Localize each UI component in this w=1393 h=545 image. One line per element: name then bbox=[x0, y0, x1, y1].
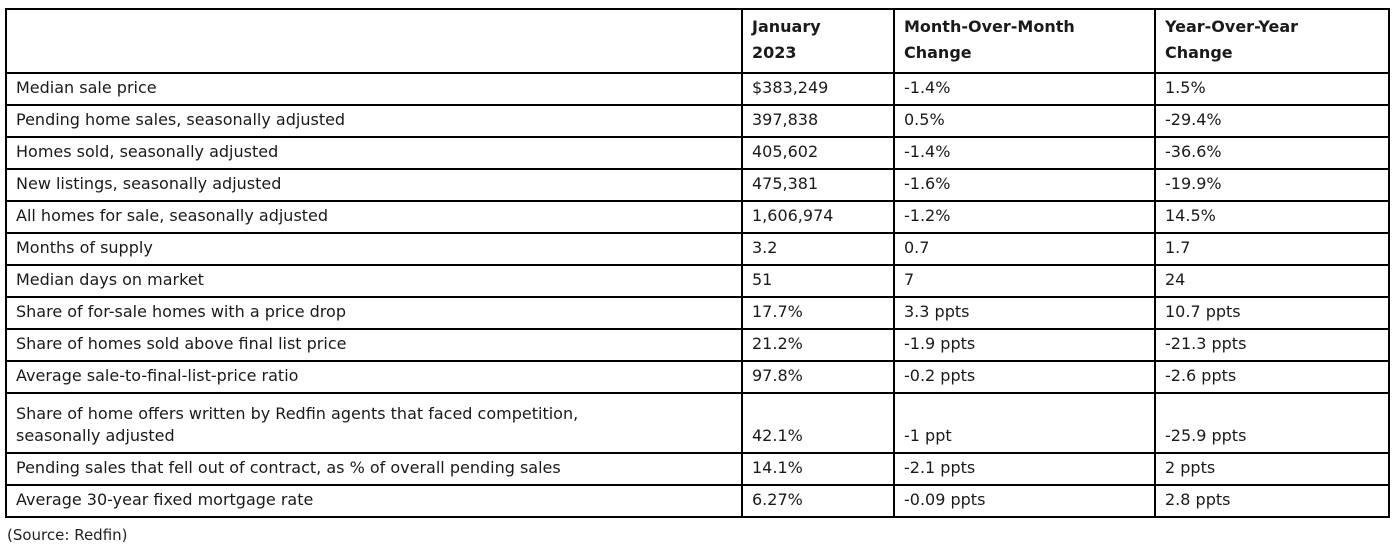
metric-value-yoy-change: 10.7 ppts bbox=[1154, 296, 1390, 330]
metric-value-mom-change: -1 ppt bbox=[893, 392, 1156, 454]
metric-value-january: 97.8% bbox=[741, 360, 895, 394]
table-row-sale-to-list-ratio: Average sale-to-final-list-price ratio 9… bbox=[5, 360, 1390, 394]
metric-value-mom-change: 0.5% bbox=[893, 104, 1156, 138]
metric-value-mom-change: -1.6% bbox=[893, 168, 1156, 202]
source-attribution: (Source: Redfin) bbox=[7, 526, 128, 544]
metric-value-january: 3.2 bbox=[741, 232, 895, 266]
metric-value-yoy-change: -21.3 ppts bbox=[1154, 328, 1390, 362]
metric-value-january: 1,606,974 bbox=[741, 200, 895, 234]
metric-value-january: 405,602 bbox=[741, 136, 895, 170]
metric-value-mom-change: 0.7 bbox=[893, 232, 1156, 266]
table-row-median-sale-price: Median sale price $383,249 -1.4% 1.5% bbox=[5, 72, 1390, 106]
metric-value-mom-change: -2.1 ppts bbox=[893, 452, 1156, 486]
metric-label: All homes for sale, seasonally adjusted bbox=[5, 200, 743, 234]
metric-value-mom-change: -1.2% bbox=[893, 200, 1156, 234]
metric-value-yoy-change: 14.5% bbox=[1154, 200, 1390, 234]
metric-value-january: 475,381 bbox=[741, 168, 895, 202]
metric-label: New listings, seasonally adjusted bbox=[5, 168, 743, 202]
metric-label: Median sale price bbox=[5, 72, 743, 106]
metric-value-mom-change: 7 bbox=[893, 264, 1156, 298]
table-row-mortgage-rate: Average 30-year fixed mortgage rate 6.27… bbox=[5, 484, 1390, 518]
table-row-pending-home-sales: Pending home sales, seasonally adjusted … bbox=[5, 104, 1390, 138]
table-row-months-of-supply: Months of supply 3.2 0.7 1.7 bbox=[5, 232, 1390, 266]
metric-label: Average sale-to-final-list-price ratio bbox=[5, 360, 743, 394]
table-row-all-homes-for-sale: All homes for sale, seasonally adjusted … bbox=[5, 200, 1390, 234]
metric-value-yoy-change: -25.9 ppts bbox=[1154, 392, 1390, 454]
metric-value-january: 397,838 bbox=[741, 104, 895, 138]
metric-label: Share of homes sold above final list pri… bbox=[5, 328, 743, 362]
metric-value-january: 14.1% bbox=[741, 452, 895, 486]
table-row-median-days-on-market: Median days on market 51 7 24 bbox=[5, 264, 1390, 298]
metric-value-yoy-change: 1.5% bbox=[1154, 72, 1390, 106]
metric-value-january: 42.1% bbox=[741, 392, 895, 454]
metric-value-yoy-change: -19.9% bbox=[1154, 168, 1390, 202]
column-header-january-2023: January 2023 bbox=[741, 8, 895, 74]
metric-value-january: 21.2% bbox=[741, 328, 895, 362]
metric-value-mom-change: -1.4% bbox=[893, 72, 1156, 106]
column-header-yoy-change: Year-Over-Year Change bbox=[1154, 8, 1390, 74]
metric-value-mom-change: 3.3 ppts bbox=[893, 296, 1156, 330]
metric-value-mom-change: -1.4% bbox=[893, 136, 1156, 170]
metric-label: Average 30-year fixed mortgage rate bbox=[5, 484, 743, 518]
table-row-new-listings: New listings, seasonally adjusted 475,38… bbox=[5, 168, 1390, 202]
metric-label: Months of supply bbox=[5, 232, 743, 266]
metric-value-mom-change: -0.2 ppts bbox=[893, 360, 1156, 394]
metric-value-yoy-change: -2.6 ppts bbox=[1154, 360, 1390, 394]
metric-label: Share of for-sale homes with a price dro… bbox=[5, 296, 743, 330]
metric-value-yoy-change: 1.7 bbox=[1154, 232, 1390, 266]
metric-value-january: 51 bbox=[741, 264, 895, 298]
metric-value-yoy-change: -36.6% bbox=[1154, 136, 1390, 170]
metric-value-mom-change: -1.9 ppts bbox=[893, 328, 1156, 362]
metric-label: Share of home offers written by Redfin a… bbox=[5, 392, 743, 454]
metric-label: Homes sold, seasonally adjusted bbox=[5, 136, 743, 170]
column-header-metric bbox=[5, 8, 743, 74]
metric-value-january: 6.27% bbox=[741, 484, 895, 518]
table-body: Median sale price $383,249 -1.4% 1.5% Pe… bbox=[5, 72, 1390, 518]
metric-value-january: $383,249 bbox=[741, 72, 895, 106]
metric-value-yoy-change: 24 bbox=[1154, 264, 1390, 298]
metric-value-yoy-change: -29.4% bbox=[1154, 104, 1390, 138]
metric-value-yoy-change: 2.8 ppts bbox=[1154, 484, 1390, 518]
metric-label: Pending home sales, seasonally adjusted bbox=[5, 104, 743, 138]
table-row-homes-sold: Homes sold, seasonally adjusted 405,602 … bbox=[5, 136, 1390, 170]
table-header: January 2023 Month-Over-Month Change Yea… bbox=[5, 8, 1390, 74]
table-row-sold-above-list-share: Share of homes sold above final list pri… bbox=[5, 328, 1390, 362]
table-row-price-drop-share: Share of for-sale homes with a price dro… bbox=[5, 296, 1390, 330]
column-header-mom-change: Month-Over-Month Change bbox=[893, 8, 1156, 74]
metric-label: Median days on market bbox=[5, 264, 743, 298]
metric-value-yoy-change: 2 ppts bbox=[1154, 452, 1390, 486]
metric-label: Pending sales that fell out of contract,… bbox=[5, 452, 743, 486]
metric-value-january: 17.7% bbox=[741, 296, 895, 330]
table-row-pending-fell-out-of-contract: Pending sales that fell out of contract,… bbox=[5, 452, 1390, 486]
metric-value-mom-change: -0.09 ppts bbox=[893, 484, 1156, 518]
header-row: January 2023 Month-Over-Month Change Yea… bbox=[5, 8, 1390, 74]
table-row-offers-faced-competition: Share of home offers written by Redfin a… bbox=[5, 392, 1390, 454]
market-metrics-table: January 2023 Month-Over-Month Change Yea… bbox=[5, 8, 1390, 518]
